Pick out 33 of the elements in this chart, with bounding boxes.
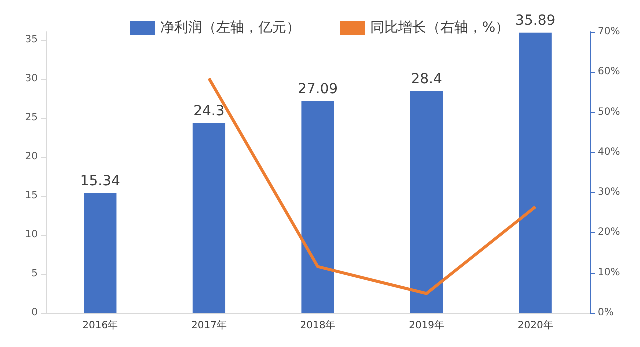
y-tick-label: 20 xyxy=(25,151,38,162)
bar xyxy=(84,193,117,313)
data-label: 28.4 xyxy=(411,71,442,88)
bar xyxy=(519,32,552,313)
x-tick-label: 2017年 xyxy=(191,320,227,332)
y2-tick-label: 50% xyxy=(598,106,620,118)
legend-label: 净利润（左轴，亿元） xyxy=(160,20,300,36)
y-tick-label: 5 xyxy=(32,268,38,280)
x-tick-label: 2019年 xyxy=(409,320,445,332)
y-tick-label: 25 xyxy=(25,112,38,124)
y-tick-label: 30 xyxy=(25,73,38,84)
y-tick-label: 10 xyxy=(25,229,38,240)
y2-tick-label: 30% xyxy=(598,187,620,198)
x-tick-label: 2016年 xyxy=(82,320,118,332)
y2-tick-label: 0% xyxy=(598,308,614,318)
y2-tick-label: 20% xyxy=(598,227,620,238)
y-tick-label: 0 xyxy=(32,308,38,318)
y2-tick-label: 40% xyxy=(598,146,620,158)
y-tick-label: 15 xyxy=(25,190,38,202)
data-label: 35.89 xyxy=(516,12,556,29)
data-label: 27.09 xyxy=(298,82,338,98)
y2-tick-label: 70% xyxy=(598,26,620,38)
data-label: 15.34 xyxy=(80,173,121,190)
x-tick-label: 2018年 xyxy=(300,320,336,332)
legend-label: 同比增长（右轴，%） xyxy=(370,20,510,36)
bar xyxy=(302,102,334,313)
bar xyxy=(192,123,226,313)
y2-tick-label: 10% xyxy=(598,267,620,278)
y2-tick-label: 60% xyxy=(598,66,620,78)
bar xyxy=(410,91,444,313)
y-tick-label: 35 xyxy=(25,34,38,46)
x-tick-label: 2020年 xyxy=(518,320,554,332)
data-label: 24.3 xyxy=(194,103,225,120)
